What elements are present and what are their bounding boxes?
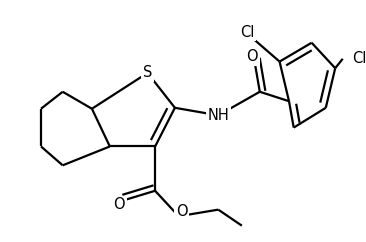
Text: Cl: Cl [352,51,366,66]
Text: S: S [143,65,152,80]
Text: NH: NH [208,108,229,123]
Text: Cl: Cl [240,25,255,40]
Text: O: O [113,197,125,212]
Text: O: O [176,204,187,219]
Text: O: O [246,49,258,64]
